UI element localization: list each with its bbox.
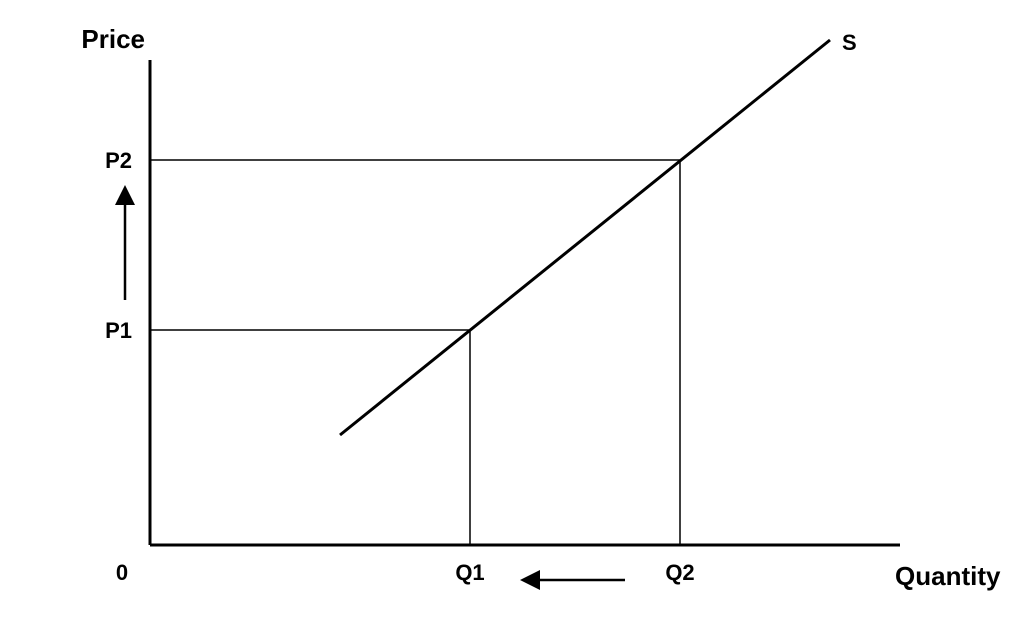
y-axis-label: Price	[81, 24, 145, 54]
tick-p1: P1	[105, 318, 132, 343]
origin-label: 0	[116, 560, 128, 585]
tick-p2: P2	[105, 148, 132, 173]
x-axis-label: Quantity	[895, 561, 1001, 591]
supply-curve-chart: Price Quantity 0 P1 P2 Q1 Q2 S	[0, 0, 1024, 644]
tick-q1: Q1	[455, 560, 484, 585]
tick-q2: Q2	[665, 560, 694, 585]
supply-curve	[340, 40, 830, 435]
supply-curve-label: S	[842, 30, 857, 55]
